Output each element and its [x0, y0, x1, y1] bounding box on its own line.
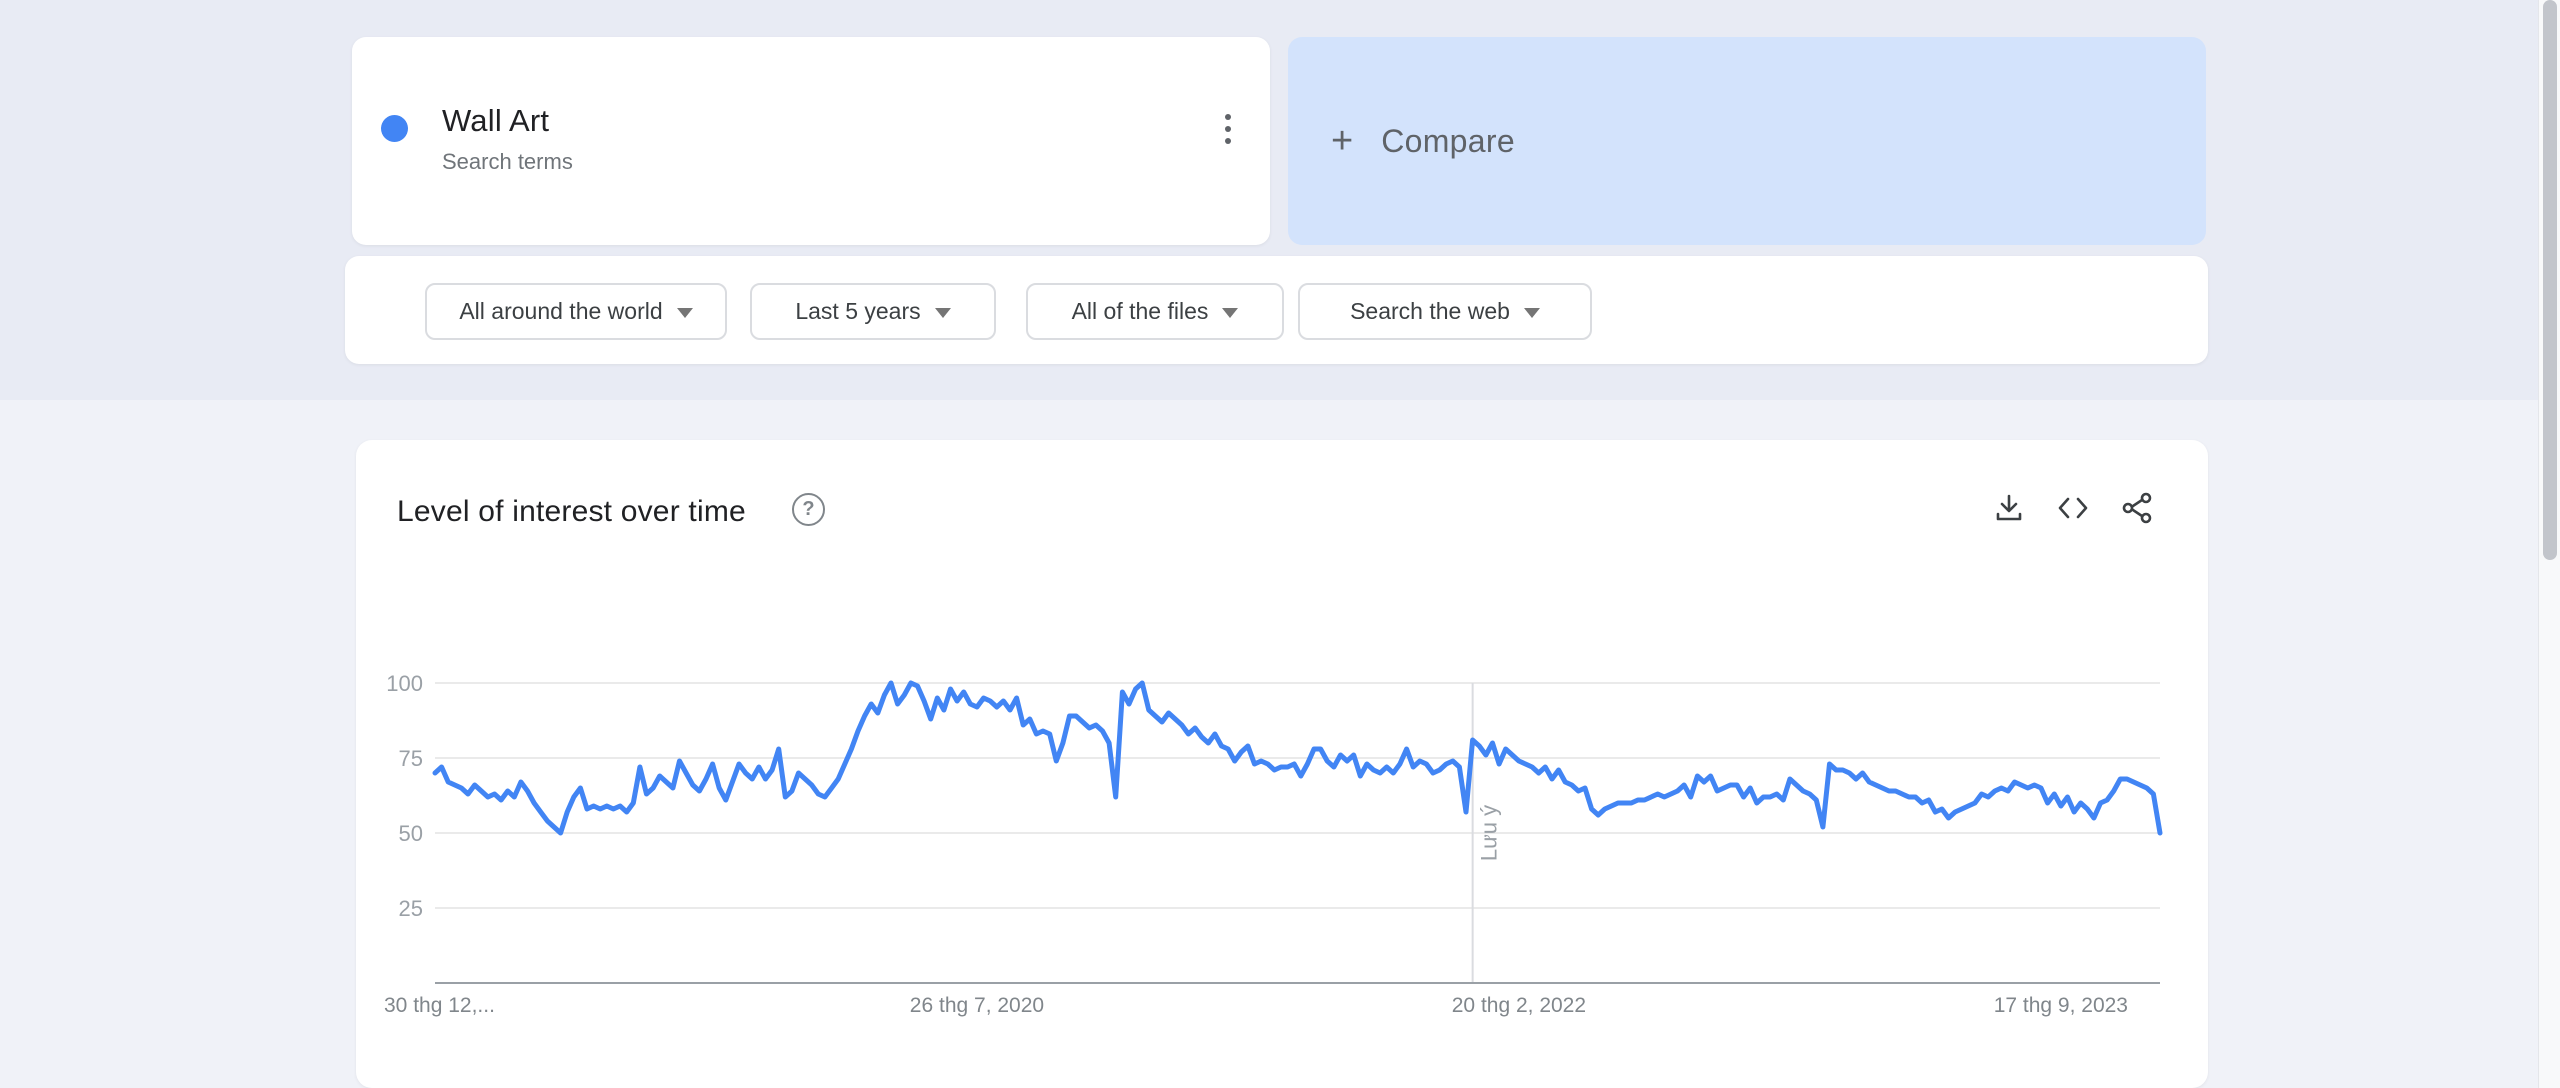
help-icon[interactable]: ?	[792, 493, 825, 526]
series-color-dot	[381, 115, 408, 142]
download-icon[interactable]	[1992, 491, 2026, 525]
annotation-label: Lưu ý	[1477, 805, 1502, 861]
y-axis-tick-label: 75	[399, 746, 423, 771]
category-filter-dropdown[interactable]: All of the files	[1026, 283, 1284, 340]
chevron-down-icon	[934, 308, 951, 318]
x-axis-tick-label: 20 thg 2, 2022	[1452, 994, 1586, 1017]
scrollbar-track[interactable]	[2538, 0, 2560, 1088]
search-term-title: Wall Art	[442, 103, 550, 138]
filter-bar: All around the world Last 5 years All of…	[345, 256, 2208, 364]
search-type-filter-dropdown[interactable]: Search the web	[1298, 283, 1592, 340]
search-type-filter-label: Search the web	[1350, 298, 1510, 324]
x-axis-tick-label: 17 thg 9, 2023	[1994, 994, 2128, 1017]
add-compare-button[interactable]: + Compare	[1288, 37, 2206, 245]
region-filter-dropdown[interactable]: All around the world	[425, 283, 727, 340]
category-filter-label: All of the files	[1071, 298, 1209, 324]
time-filter-label: Last 5 years	[795, 298, 921, 324]
interest-line-chart[interactable]: 25 50 75 100 Lưu ý 30 thg 12,... 26 thg 7, 202…	[356, 600, 2208, 1030]
chevron-down-icon	[1523, 308, 1540, 318]
embed-code-icon[interactable]	[2056, 491, 2090, 525]
chart-title: Level of interest over time	[397, 495, 746, 528]
search-term-subtitle: Search terms	[442, 149, 573, 174]
interest-over-time-card: Level of interest over time ? 25 50 75 100 L…	[356, 440, 2208, 1088]
region-filter-label: All around the world	[459, 298, 663, 324]
x-axis-tick-label: 26 thg 7, 2020	[910, 994, 1044, 1017]
compare-label: Compare	[1381, 122, 1515, 159]
chevron-down-icon	[1222, 308, 1239, 318]
interest-series-line	[432, 680, 2163, 836]
more-vert-icon[interactable]	[1208, 107, 1248, 151]
y-axis-tick-label: 100	[386, 671, 423, 696]
y-axis-tick-label: 25	[399, 896, 423, 921]
search-term-card[interactable]: Wall Art Search terms	[352, 37, 1270, 245]
time-filter-dropdown[interactable]: Last 5 years	[750, 283, 996, 340]
chevron-down-icon	[676, 308, 693, 318]
x-axis-tick-label: 30 thg 12,...	[384, 994, 495, 1017]
plus-icon: +	[1331, 120, 1354, 162]
scrollbar-thumb[interactable]	[2543, 0, 2557, 560]
share-icon[interactable]	[2120, 491, 2154, 525]
y-axis-tick-label: 50	[399, 821, 423, 846]
